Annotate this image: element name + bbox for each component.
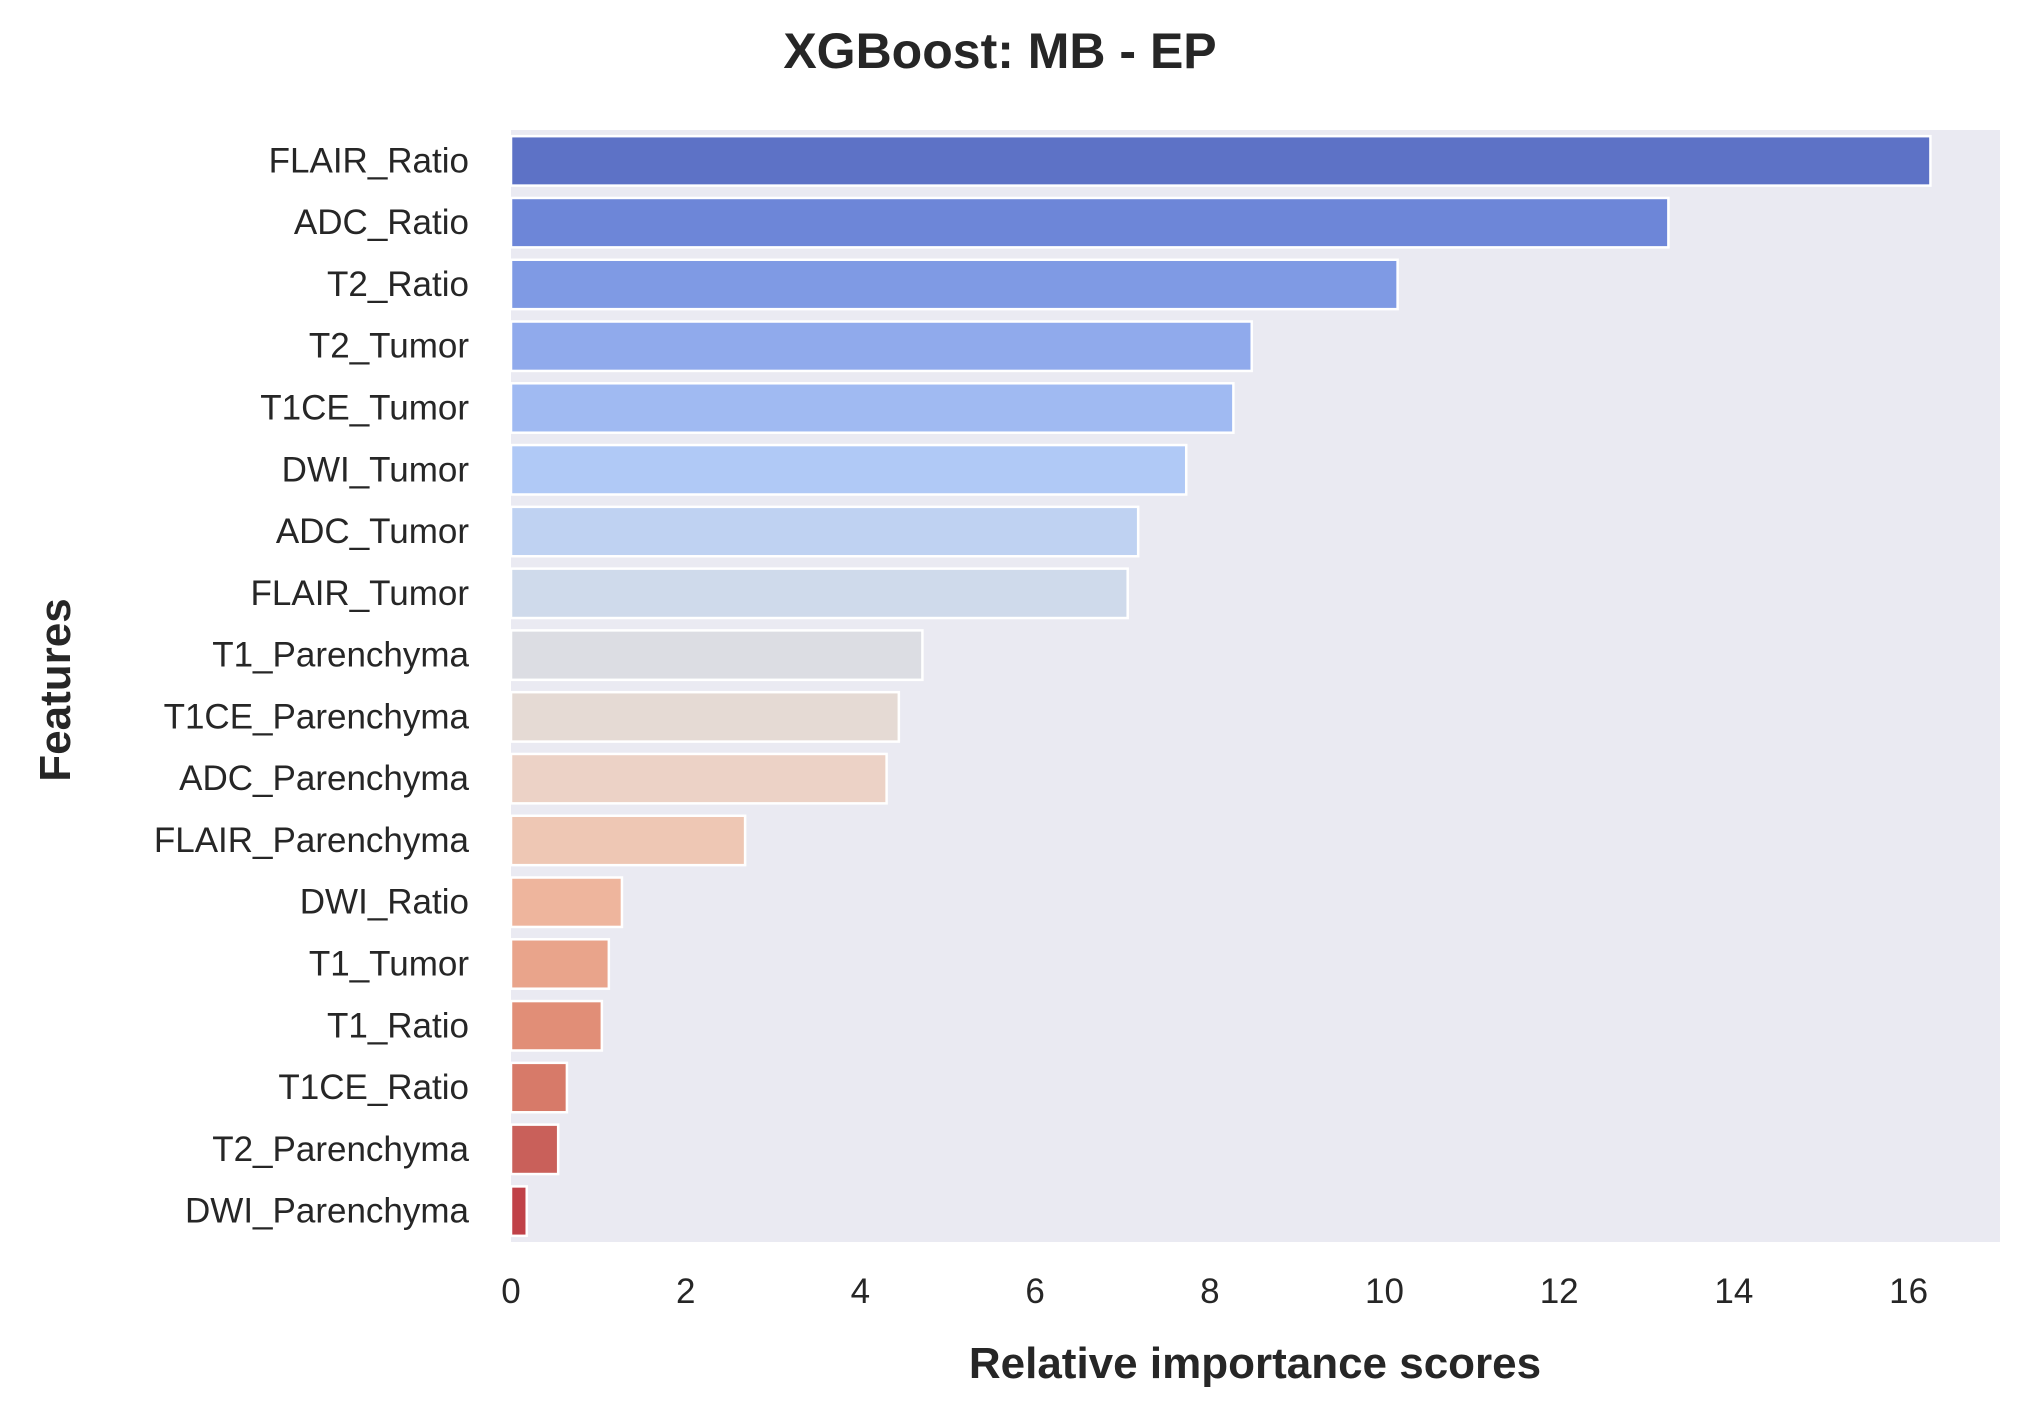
bar-t1-parenchyma [509,629,924,682]
bar-adc-parenchyma [509,752,888,805]
bars-group [509,134,1932,1238]
bar-t2-tumor [509,320,1253,373]
y-tick-label: T2_Parenchyma [212,1130,469,1169]
bar-flair-parenchyma [509,814,747,867]
plot-area [511,130,2000,1242]
x-tick-label: 14 [1714,1272,1753,1311]
y-tick-label: T1CE_Tumor [260,389,469,428]
x-tick-label: 6 [1025,1272,1044,1311]
bar-adc-ratio [509,196,1670,249]
y-tick-label: T1CE_Parenchyma [164,697,470,736]
x-tick-label: 2 [676,1272,695,1311]
bar-t1ce-ratio [509,1061,569,1114]
bar-t1-tumor [509,938,611,990]
bar-adc-tumor [509,505,1140,558]
y-tick-label: ADC_Ratio [294,203,469,242]
bar-t2-parenchyma [509,1123,560,1176]
bar-t1ce-parenchyma [509,690,901,743]
y-tick-label: ADC_Parenchyma [179,759,469,798]
chart-title: XGBoost: MB - EP [783,23,1216,79]
y-tick-label: ADC_Tumor [276,512,470,551]
x-tick-label: 0 [501,1272,520,1311]
y-tick-labels: FLAIR_Ratio ADC_Ratio T2_Ratio T2_Tumor T1CE… [154,141,470,1230]
y-tick-label: FLAIR_Tumor [251,574,470,613]
y-tick-label: T2_Tumor [309,327,469,366]
bar-dwi-tumor [509,443,1188,496]
x-tick-label: 8 [1200,1272,1219,1311]
y-tick-label: T1CE_Ratio [278,1068,469,1107]
y-tick-label: DWI_Ratio [300,883,469,922]
y-tick-label: T1_Parenchyma [212,636,469,675]
bar-dwi-ratio [509,876,624,929]
y-tick-label: FLAIR_Ratio [269,141,469,180]
bar-flair-ratio [509,134,1932,187]
bar-flair-tumor [509,567,1129,620]
x-tick-label: 10 [1365,1272,1404,1311]
bar-t1ce-tumor [509,382,1235,434]
bar-dwi-parenchyma [509,1185,528,1238]
y-tick-label: DWI_Parenchyma [185,1192,470,1231]
x-tick-labels: 0 2 4 6 8 10 12 14 16 [501,1272,1928,1311]
y-tick-label: T1_Tumor [309,945,469,984]
y-tick-label: T2_Ratio [327,265,469,304]
y-axis-title: Features [31,598,80,781]
y-tick-label: FLAIR_Parenchyma [154,821,470,860]
x-axis-title: Relative importance scores [969,1339,1541,1388]
x-tick-label: 4 [851,1272,870,1311]
bar-t1-ratio [509,999,604,1052]
x-tick-label: 16 [1889,1272,1928,1311]
y-tick-label: T1_Ratio [327,1006,469,1045]
y-tick-label: DWI_Tumor [282,450,470,489]
x-tick-label: 12 [1540,1272,1579,1311]
bar-t2-ratio [509,258,1399,311]
